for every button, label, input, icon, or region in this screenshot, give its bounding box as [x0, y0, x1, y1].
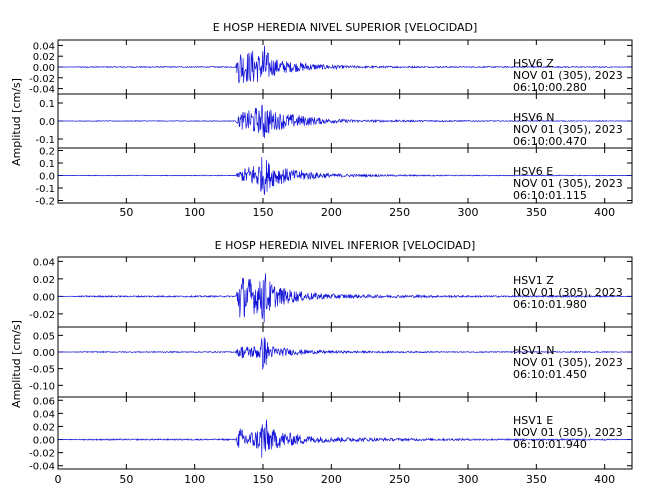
time-label: 06:10:00.470 — [513, 135, 587, 148]
x-tick-label: 300 — [458, 473, 479, 486]
x-tick-label: 350 — [526, 206, 547, 219]
y-tick-label: -0.05 — [29, 365, 55, 376]
station-channel-label: HSV1 N — [513, 344, 555, 357]
time-label: 06:10:01.980 — [513, 298, 587, 311]
x-tick-label: 150 — [253, 206, 274, 219]
seismic-trace — [58, 336, 632, 370]
y-tick-label: -0.2 — [35, 197, 55, 208]
y-tick-label: -0.02 — [29, 310, 55, 321]
y-tick-label: 0.1 — [39, 159, 55, 170]
x-tick-label: 300 — [458, 206, 479, 219]
x-tick-label: 200 — [321, 206, 342, 219]
y-tick-label: 0.0 — [39, 117, 55, 128]
date-label: NOV 01 (305), 2023 — [513, 123, 623, 136]
y-tick-label: 0.06 — [33, 396, 55, 407]
y-axis-label: Amplitud [cm/s] — [10, 320, 23, 408]
date-label: NOV 01 (305), 2023 — [513, 177, 623, 190]
date-label: NOV 01 (305), 2023 — [513, 356, 623, 369]
seismic-trace — [58, 45, 632, 84]
y-tick-label: -0.04 — [29, 462, 55, 473]
y-tick-label: 0.04 — [33, 41, 55, 52]
x-tick-label: 250 — [389, 473, 410, 486]
station-channel-label: HSV6 E — [513, 165, 553, 178]
x-tick-label: 400 — [594, 206, 615, 219]
x-tick-label: 400 — [594, 473, 615, 486]
y-tick-label: 0.04 — [33, 257, 55, 268]
station-channel-label: HSV1 Z — [513, 274, 554, 287]
station-channel-label: HSV6 Z — [513, 57, 554, 70]
station-channel-label: HSV6 N — [513, 111, 555, 124]
time-label: 06:10:01.115 — [513, 189, 587, 202]
date-label: NOV 01 (305), 2023 — [513, 69, 623, 82]
x-tick-label: 100 — [184, 206, 205, 219]
time-label: 06:10:01.450 — [513, 368, 587, 381]
seismic-trace — [58, 273, 632, 323]
x-tick-label: 50 — [119, 473, 133, 486]
y-tick-label: 0.02 — [33, 52, 55, 63]
y-axis-label: Amplitud [cm/s] — [10, 78, 23, 166]
y-tick-label: -0.1 — [35, 135, 55, 146]
chart-title: E HOSP HEREDIA NIVEL SUPERIOR [VELOCIDAD… — [213, 21, 478, 34]
x-tick-label: 200 — [321, 473, 342, 486]
y-tick-label: 0.2 — [39, 147, 55, 158]
chart-title: E HOSP HEREDIA NIVEL INFERIOR [VELOCIDAD… — [215, 239, 476, 252]
seismic-trace — [58, 104, 632, 139]
y-tick-label: 0.02 — [33, 422, 55, 433]
y-tick-label: 0.02 — [33, 275, 55, 286]
time-label: 06:10:01.940 — [513, 438, 587, 451]
chart-nivel-inferior: E HOSP HEREDIA NIVEL INFERIOR [VELOCIDAD… — [10, 239, 633, 486]
chart-nivel-superior: E HOSP HEREDIA NIVEL SUPERIOR [VELOCIDAD… — [10, 21, 633, 219]
seismic-trace — [58, 157, 632, 195]
x-tick-label: 350 — [526, 473, 547, 486]
x-tick-label: 250 — [389, 206, 410, 219]
y-tick-label: 0.1 — [39, 99, 55, 110]
y-tick-label: -0.02 — [29, 449, 55, 460]
y-tick-label: 0.04 — [33, 409, 55, 420]
station-channel-label: HSV1 E — [513, 414, 553, 427]
y-tick-label: 0.00 — [33, 63, 55, 74]
x-tick-label: 150 — [253, 473, 274, 486]
y-tick-label: -0.1 — [35, 184, 55, 195]
x-tick-label: 50 — [119, 206, 133, 219]
x-tick-label: 0 — [55, 473, 62, 486]
x-tick-label: 100 — [184, 473, 205, 486]
y-tick-label: 0.0 — [39, 172, 55, 183]
y-tick-label: 0.00 — [33, 436, 55, 447]
y-tick-label: -0.04 — [29, 85, 55, 96]
time-label: 06:10:00.280 — [513, 81, 587, 94]
y-tick-label: -0.10 — [29, 381, 55, 392]
y-tick-label: 0.00 — [33, 348, 55, 359]
date-label: NOV 01 (305), 2023 — [513, 286, 623, 299]
date-label: NOV 01 (305), 2023 — [513, 426, 623, 439]
panel-frame — [57, 396, 633, 470]
seismic-trace — [57, 419, 632, 458]
y-tick-label: 0.05 — [33, 331, 55, 342]
y-tick-label: -0.02 — [29, 74, 55, 85]
y-tick-label: 0.00 — [33, 292, 55, 303]
